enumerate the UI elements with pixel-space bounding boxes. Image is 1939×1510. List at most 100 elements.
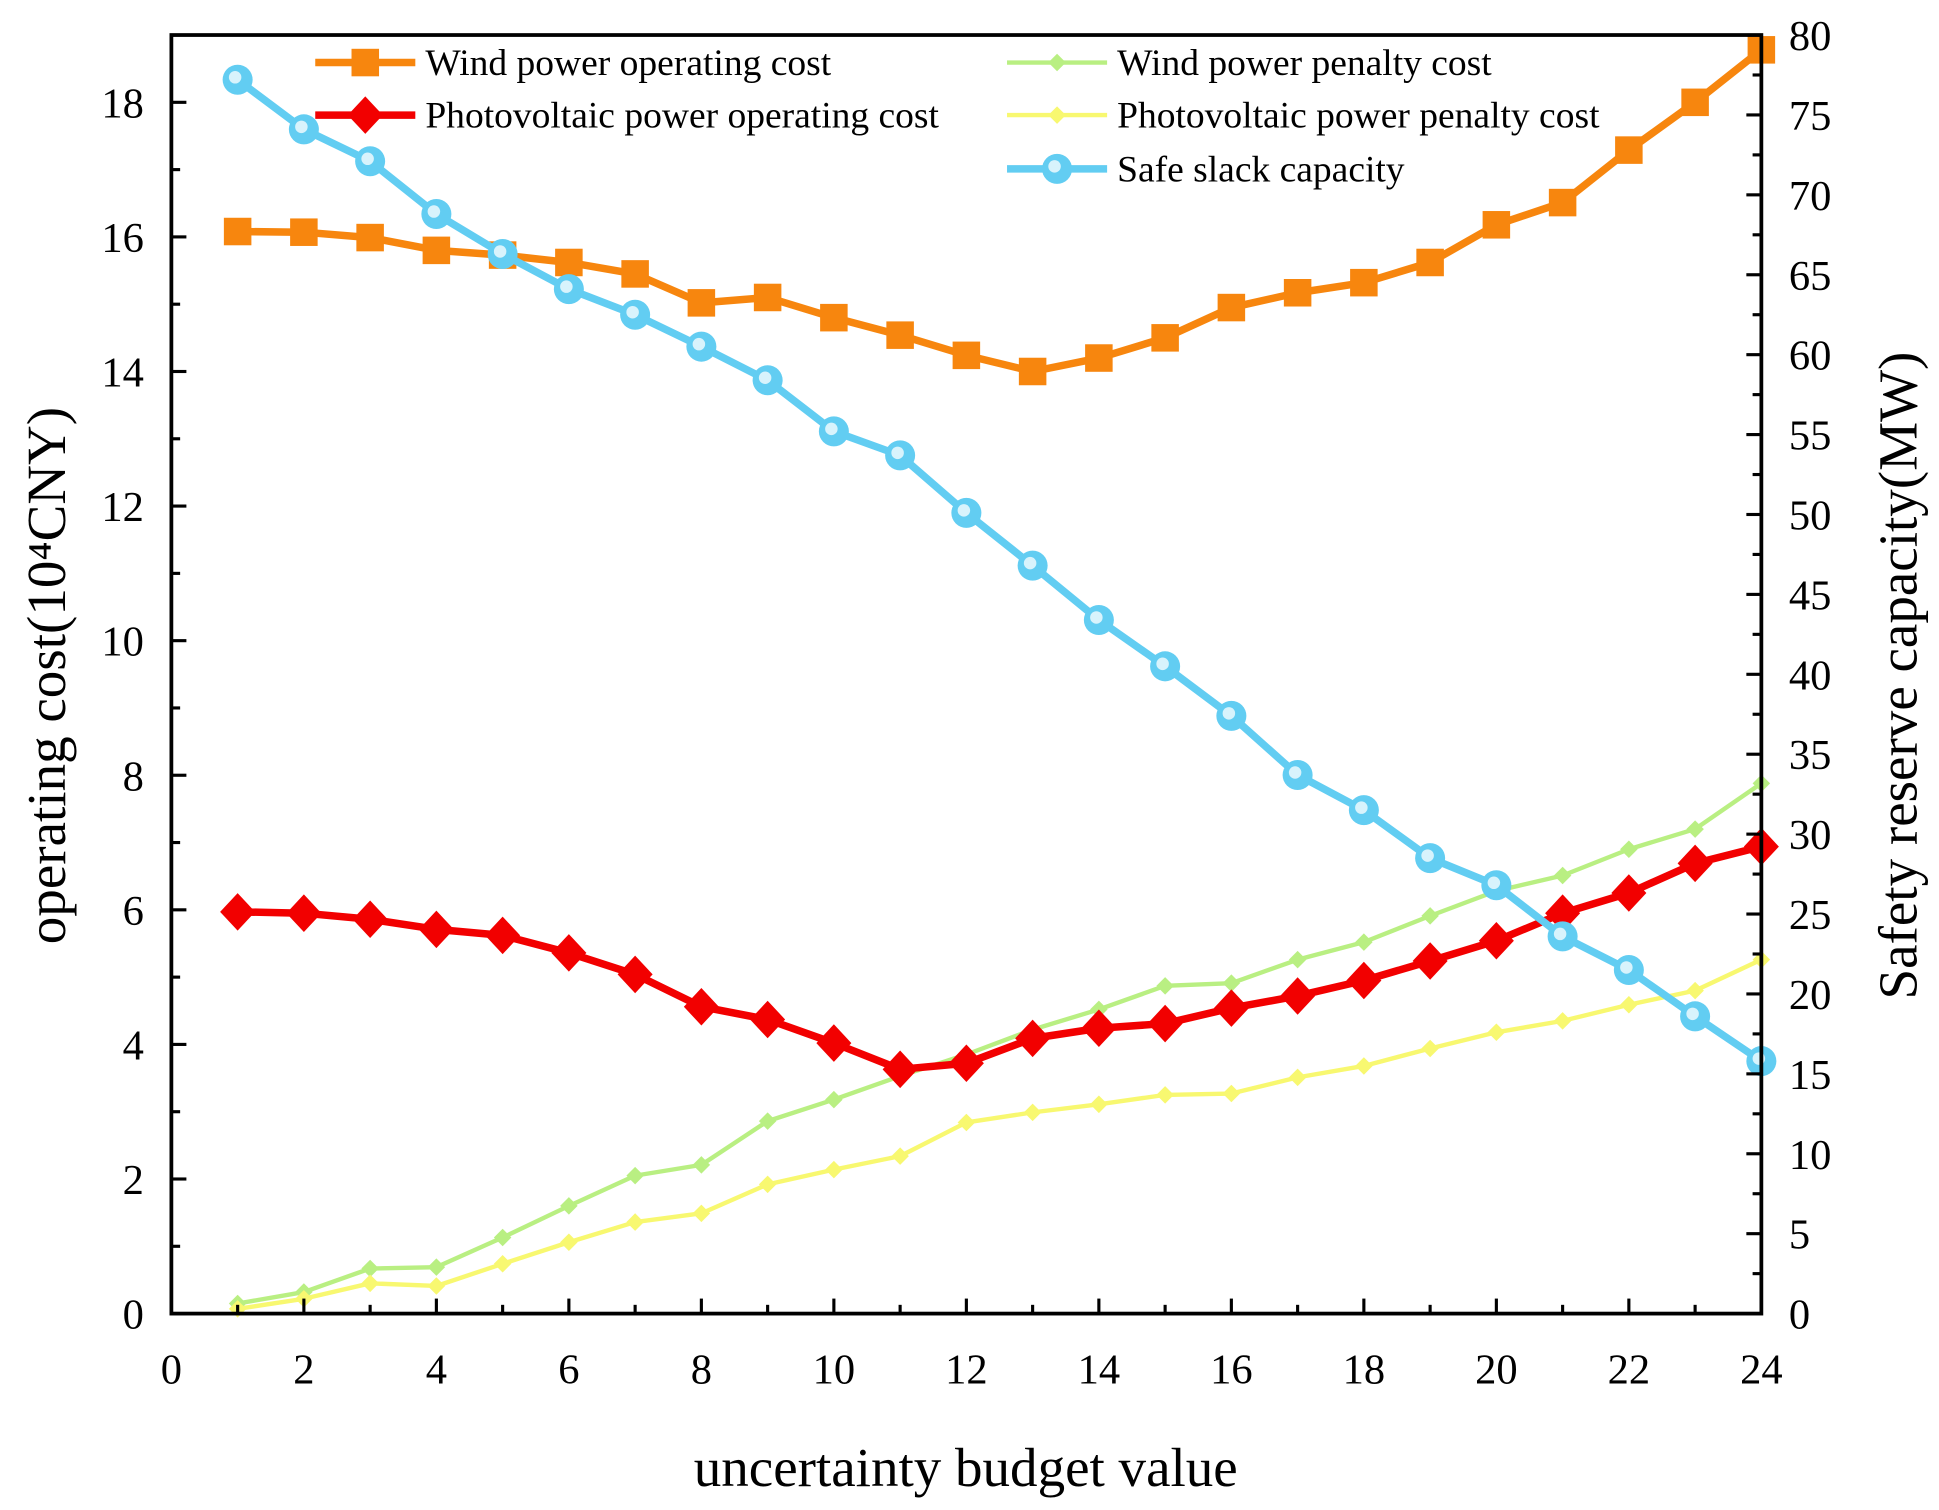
x-tick-label: 24 (1740, 1347, 1783, 1394)
data-point (427, 1277, 446, 1295)
legend-label: Photovoltaic power operating cost (425, 96, 939, 137)
data-point (1085, 344, 1113, 372)
series-line (237, 842, 1763, 1074)
data-point-highlight (1487, 876, 1501, 890)
x-tick-label: 4 (426, 1347, 447, 1394)
data-point (750, 1000, 786, 1039)
y2-tick-label: 20 (1789, 972, 1832, 1019)
data-point (1090, 1095, 1108, 1114)
y-tick-label: 2 (123, 1157, 144, 1204)
data-point (1355, 1057, 1373, 1075)
legend-label: Photovoltaic power penalty cost (1117, 96, 1600, 137)
x-tick-label: 2 (293, 1347, 314, 1394)
data-point (1280, 977, 1316, 1015)
x-tick-label: 12 (945, 1347, 988, 1394)
y2-tick-label: 45 (1789, 572, 1832, 619)
data-point (816, 1024, 852, 1062)
data-point (352, 900, 388, 939)
data-point (1081, 1009, 1117, 1048)
data-point (1548, 188, 1577, 217)
data-point-highlight (560, 280, 573, 293)
y2-tick-label: 80 (1789, 13, 1832, 60)
data-point-highlight (1156, 657, 1169, 671)
data-point (1487, 1023, 1506, 1042)
data-point (1222, 1084, 1241, 1103)
data-point (555, 248, 583, 277)
data-point-highlight (228, 71, 242, 84)
x-tick-label: 8 (691, 1347, 712, 1394)
data-point (753, 283, 782, 312)
legend-item: Wind power operating cost (315, 43, 832, 84)
data-point (758, 1175, 777, 1194)
data-point (1283, 278, 1312, 307)
data-point (957, 1113, 976, 1132)
data-point (626, 1166, 644, 1185)
data-point (1686, 981, 1704, 1000)
data-point (1686, 820, 1704, 838)
y-tick-label: 8 (123, 753, 144, 800)
data-point (1553, 866, 1572, 885)
data-point (1482, 211, 1511, 239)
data-point (560, 1197, 578, 1215)
data-point (692, 1204, 711, 1223)
data-point (493, 1228, 512, 1247)
y2-tick-label: 70 (1789, 173, 1832, 220)
y2-tick-label: 10 (1789, 1132, 1832, 1179)
data-point (361, 1259, 379, 1278)
y-axis-title: operating cost(10⁴CNY) (16, 407, 77, 944)
data-point-highlight (493, 245, 507, 258)
x-tick-label: 0 (161, 1347, 182, 1394)
legend-marker (351, 48, 380, 77)
x-tick-label: 10 (813, 1347, 856, 1394)
data-point-highlight (1222, 707, 1236, 720)
y2-tick-label: 60 (1789, 333, 1832, 380)
data-point-highlight (957, 504, 971, 517)
data-point (825, 1090, 843, 1109)
y-tick-label: 6 (123, 888, 144, 935)
data-point-highlight (1090, 611, 1103, 624)
data-point (1611, 874, 1647, 912)
data-point (1553, 1012, 1572, 1030)
y2-tick-label: 15 (1789, 1052, 1832, 1099)
data-point (683, 987, 719, 1026)
data-point (1545, 894, 1581, 932)
data-point-highlight (1023, 556, 1037, 570)
x-tick-label: 18 (1343, 1347, 1386, 1394)
series-line (237, 957, 1763, 1312)
series-photovoltaic-power-penalty-cost (228, 950, 1771, 1318)
data-point (825, 1160, 843, 1179)
y2-tick-label: 35 (1789, 732, 1832, 779)
legend-item: Wind power penalty cost (1007, 43, 1492, 84)
data-point (551, 934, 587, 972)
data-point-highlight (1288, 766, 1302, 779)
y-tick-label: 14 (101, 350, 144, 397)
data-point (361, 1274, 379, 1293)
legend-label: Safe slack capacity (1117, 149, 1405, 190)
x-tick-label: 22 (1608, 1347, 1651, 1394)
legend-item: Photovoltaic power penalty cost (1007, 96, 1600, 137)
data-point (1156, 977, 1174, 995)
data-point-highlight (1355, 801, 1368, 814)
legend-marker (1048, 53, 1066, 72)
data-point (1681, 88, 1709, 117)
legend-marker (347, 96, 383, 134)
data-point-highlight (295, 120, 308, 134)
data-point-highlight (825, 422, 838, 436)
y2-tick-label: 50 (1789, 492, 1832, 539)
y-tick-label: 10 (101, 619, 144, 666)
y2-tick-label: 30 (1789, 812, 1832, 859)
data-point (286, 894, 322, 932)
data-point (1416, 248, 1444, 277)
y2-tick-label: 5 (1789, 1212, 1810, 1259)
data-point (626, 1213, 644, 1231)
series-line (237, 781, 1763, 1306)
data-point (1222, 974, 1241, 992)
data-point (1090, 1000, 1108, 1019)
data-point (1620, 840, 1638, 859)
data-point (1151, 324, 1179, 352)
series-wind-power-operating-cost (223, 36, 1776, 386)
x-tick-label: 14 (1078, 1347, 1121, 1394)
data-point (493, 1255, 512, 1273)
plot-area (220, 36, 1779, 1318)
data-point (1213, 989, 1249, 1027)
